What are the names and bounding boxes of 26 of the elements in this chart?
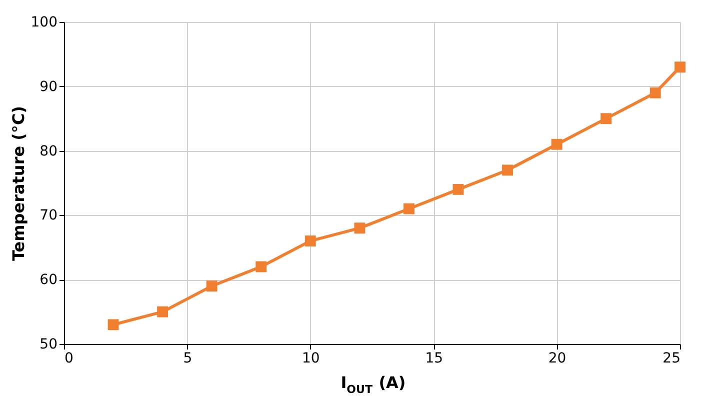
y-tick-label: 70 — [40, 208, 58, 224]
y-tick-label: 90 — [40, 78, 58, 95]
point — [256, 261, 267, 272]
y-tick-label: 80 — [40, 143, 58, 160]
point — [452, 184, 464, 195]
x-tick-label: 10 — [302, 350, 320, 366]
point — [502, 164, 513, 176]
y-axis-title: Temperature (°C) — [8, 106, 28, 262]
x-tick-label: 5 — [183, 350, 192, 366]
point — [403, 203, 414, 214]
x-tick-label: 20 — [548, 350, 566, 366]
y-tick-label: 60 — [40, 272, 58, 288]
point — [674, 62, 686, 73]
x-tick-label: 15 — [425, 350, 444, 366]
point — [354, 222, 366, 234]
y-tick-label: 100 — [30, 14, 58, 30]
y-tick-label: 50 — [40, 336, 58, 352]
point — [206, 280, 218, 292]
point — [108, 319, 119, 330]
point — [600, 113, 612, 124]
point — [650, 87, 661, 98]
x-tick-label: 25 — [662, 350, 680, 366]
point — [157, 306, 168, 318]
x-tick-label: 0 — [64, 350, 74, 366]
point — [551, 138, 562, 150]
point — [304, 235, 316, 246]
